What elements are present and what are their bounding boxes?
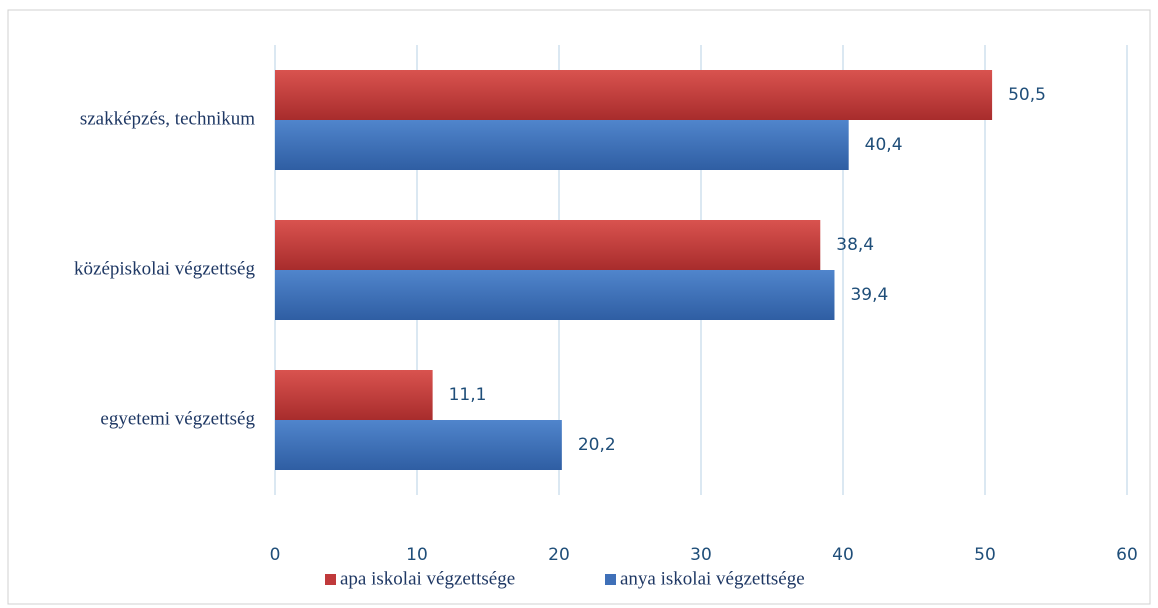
y-tick-label: középiskolai végzettség	[74, 258, 255, 279]
legend-label: anya iskolai végzettsége	[620, 568, 805, 589]
chart-border	[7, 9, 1151, 605]
data-label: 39,4	[850, 285, 888, 305]
bar	[275, 220, 821, 270]
data-label: 38,4	[836, 235, 874, 255]
x-tick-label: 0	[270, 545, 281, 565]
legend-swatch	[325, 574, 336, 585]
bar	[275, 120, 849, 170]
x-tick-label: 10	[406, 545, 428, 565]
x-tick-label: 40	[832, 545, 854, 565]
bar	[275, 420, 562, 470]
x-tick-label: 30	[690, 545, 712, 565]
data-label: 11,1	[449, 385, 487, 405]
y-tick-label: egyetemi végzettség	[100, 408, 255, 429]
bar	[275, 270, 835, 320]
x-tick-label: 20	[548, 545, 570, 565]
bar	[275, 370, 433, 420]
data-label: 50,5	[1008, 85, 1046, 105]
data-label: 20,2	[578, 435, 616, 455]
y-tick-label: szakképzés, technikum	[80, 108, 255, 129]
legend-label: apa iskolai végzettsége	[340, 568, 515, 589]
data-label: 40,4	[865, 135, 903, 155]
bar	[275, 70, 993, 120]
x-tick-label: 50	[974, 545, 996, 565]
x-tick-label: 60	[1116, 545, 1138, 565]
legend-swatch	[605, 574, 616, 585]
